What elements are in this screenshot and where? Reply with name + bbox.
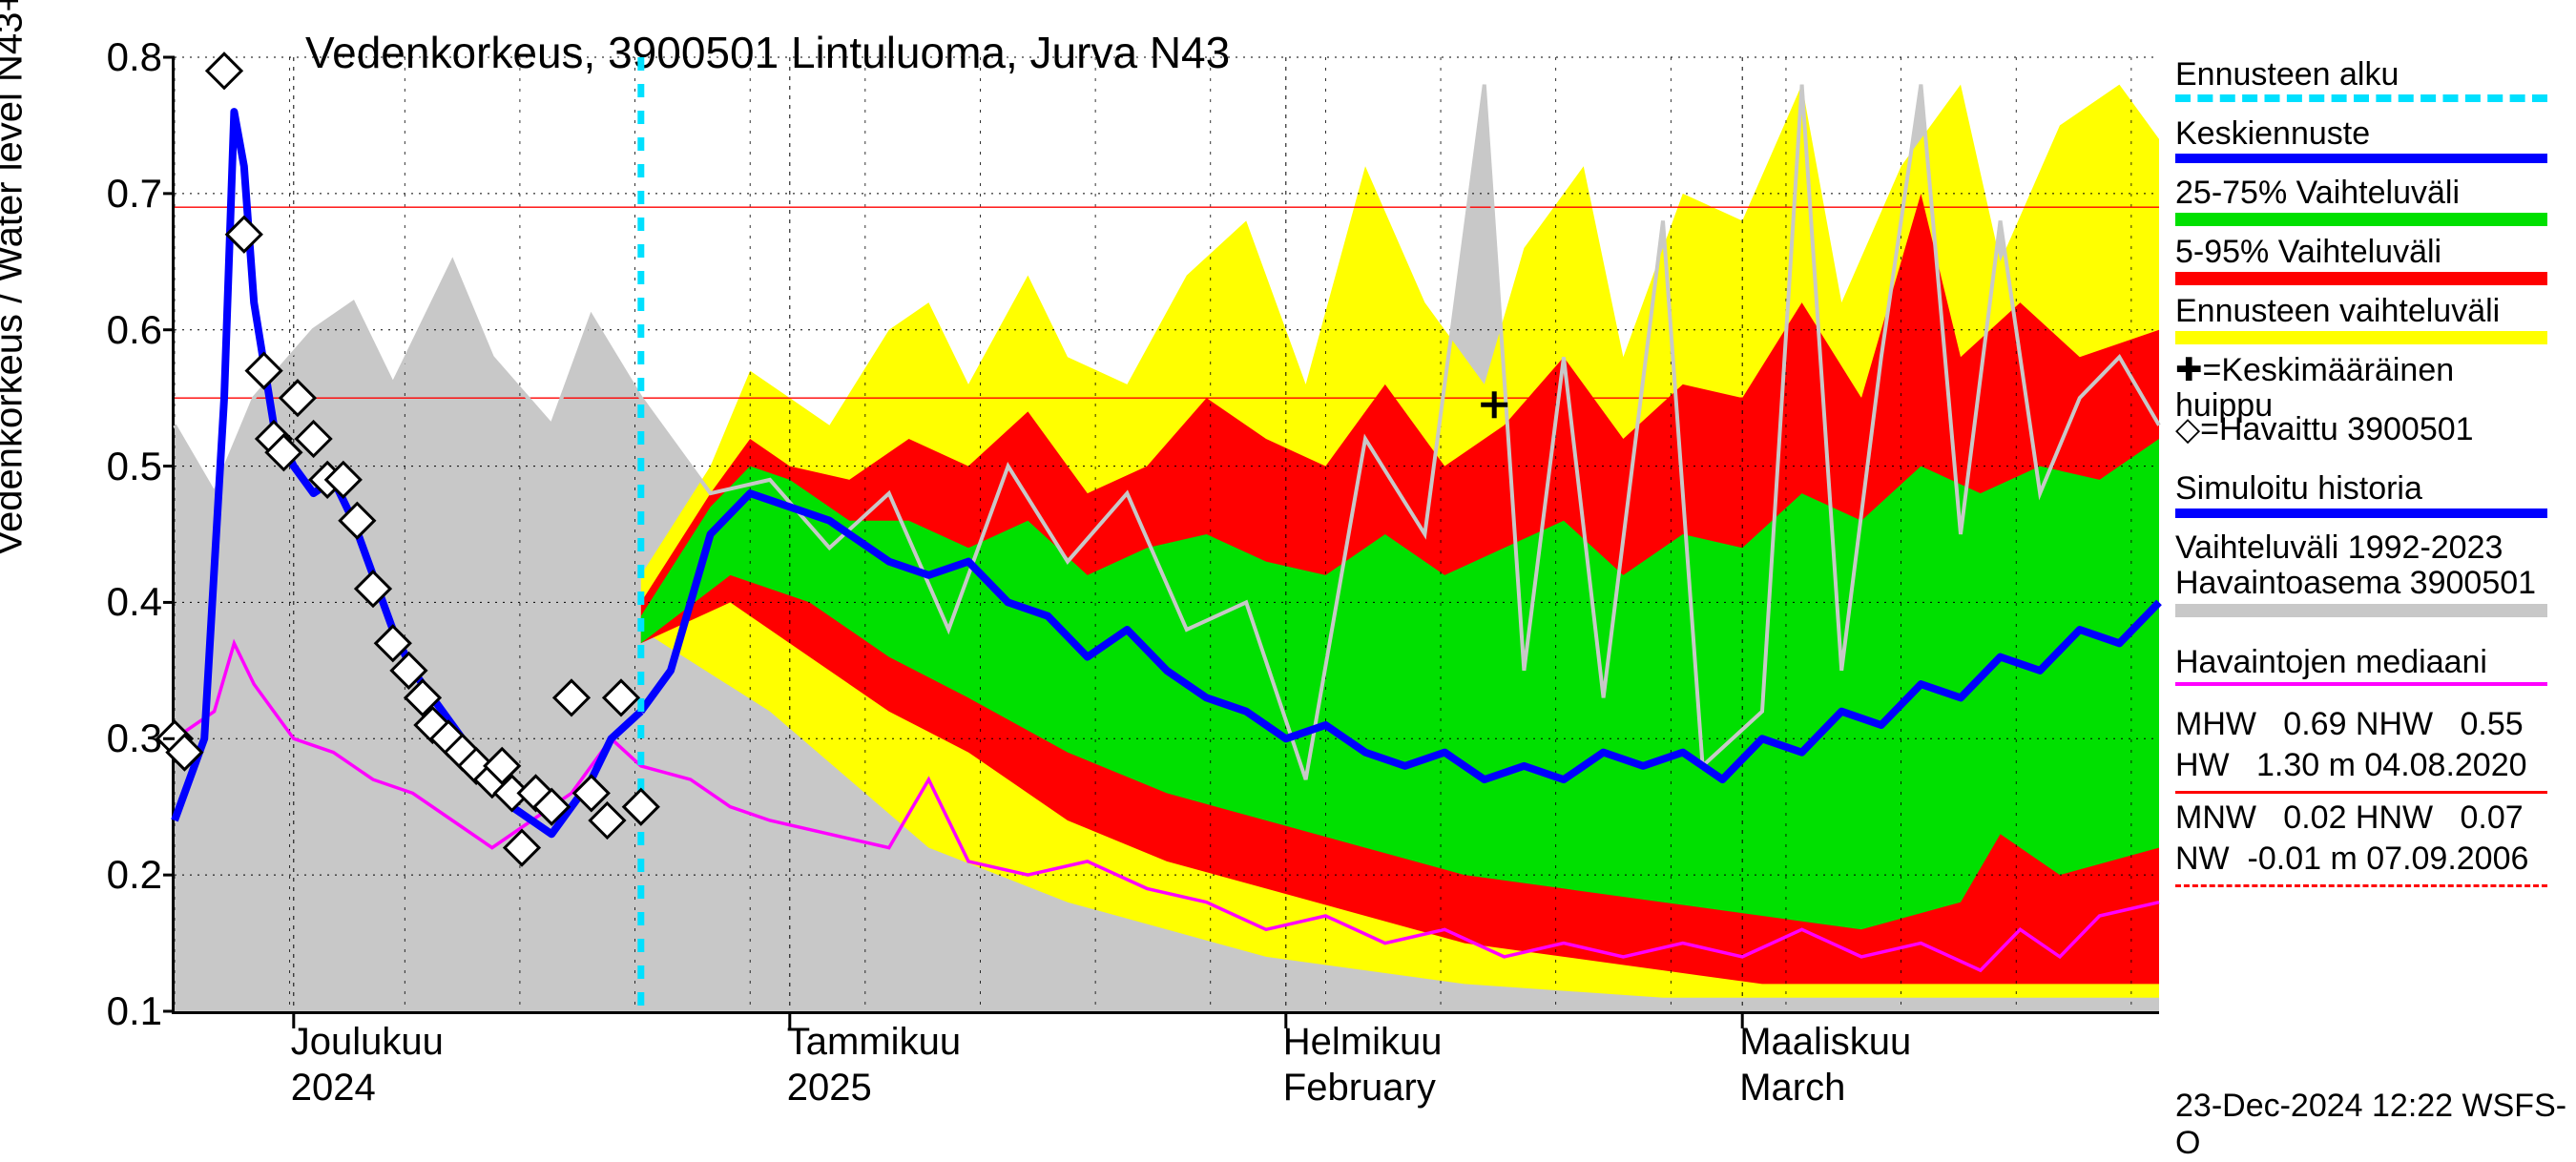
legend: Ennusteen alku Keskiennuste 25-75% Vaihtel… (2175, 57, 2557, 887)
x-tick-label: Maaliskuu (1739, 1021, 1911, 1064)
legend-item: Ennusteen vaihteluväli (2175, 294, 2557, 345)
legend-swatch (2175, 604, 2547, 617)
legend-item: Havaintojen mediaani (2175, 645, 2557, 696)
legend-swatch (2175, 154, 2547, 163)
y-tick-0.4: 0.4 (67, 579, 162, 625)
legend-item: Keskiennuste (2175, 116, 2557, 168)
x-tick-sublabel: February (1283, 1067, 1436, 1110)
legend-item: Ennusteen alku (2175, 57, 2557, 109)
legend-stats-high: MHW 0.69 NHW 0.55HW 1.30 m 04.08.2020 (2175, 704, 2557, 794)
legend-item: 5-95% Vaihteluväli (2175, 235, 2557, 286)
footer-timestamp: 23-Dec-2024 12:22 WSFS-O (2175, 1088, 2576, 1162)
x-tick-label: Tammikuu (787, 1021, 961, 1064)
y-tick-0.5: 0.5 (67, 444, 162, 489)
x-tick-sublabel: 2024 (291, 1067, 376, 1110)
y-tick-0.2: 0.2 (67, 852, 162, 898)
y-tick-0.7: 0.7 (67, 171, 162, 217)
y-tick-0.3: 0.3 (67, 716, 162, 761)
plot-svg (175, 57, 2159, 1011)
legend-swatch (2175, 331, 2547, 344)
legend-item: Simuloitu historia (2175, 471, 2557, 523)
legend-label: ◇=Havaittu 3900501 (2175, 412, 2557, 447)
legend-swatch (2175, 94, 2547, 102)
legend-label: 5-95% Vaihteluväli (2175, 235, 2557, 270)
chart-container: Vedenkorkeus, 3900501 Lintuluoma, Jurva … (0, 0, 2576, 1145)
legend-label: Ennusteen alku (2175, 57, 2557, 93)
legend-label: Keskiennuste (2175, 116, 2557, 152)
legend-item: 25-75% Vaihteluväli (2175, 176, 2557, 227)
y-tick-0.8: 0.8 (67, 34, 162, 80)
legend-stats-low: MNW 0.02 HNW 0.07NW -0.01 m 07.09.2006 (2175, 798, 2557, 887)
legend-label: Simuloitu historia (2175, 471, 2557, 507)
y-tick-0.1: 0.1 (67, 988, 162, 1034)
legend-item: ✚=Keskimääräinen huippu (2175, 353, 2557, 405)
x-tick-label: Joulukuu (291, 1021, 444, 1064)
legend-label: Vaihteluväli 1992-2023 Havaintoasema 390… (2175, 530, 2557, 602)
x-tick-sublabel: March (1739, 1067, 1845, 1110)
plot-area (172, 57, 2159, 1014)
legend-swatch (2175, 508, 2547, 518)
legend-item: Vaihteluväli 1992-2023 Havaintoasema 390… (2175, 530, 2557, 637)
y-tick-0.6: 0.6 (67, 307, 162, 353)
legend-item: ◇=Havaittu 3900501 (2175, 412, 2557, 464)
y-axis-label: Vedenkorkeus / Water level N43+m (0, 0, 31, 556)
legend-swatch (2175, 213, 2547, 226)
legend-swatch (2175, 272, 2547, 285)
x-tick-label: Helmikuu (1283, 1021, 1443, 1064)
legend-label: Havaintojen mediaani (2175, 645, 2557, 680)
legend-label: 25-75% Vaihteluväli (2175, 176, 2557, 211)
legend-swatch (2175, 682, 2547, 686)
x-tick-sublabel: 2025 (787, 1067, 872, 1110)
legend-label: Ennusteen vaihteluväli (2175, 294, 2557, 329)
